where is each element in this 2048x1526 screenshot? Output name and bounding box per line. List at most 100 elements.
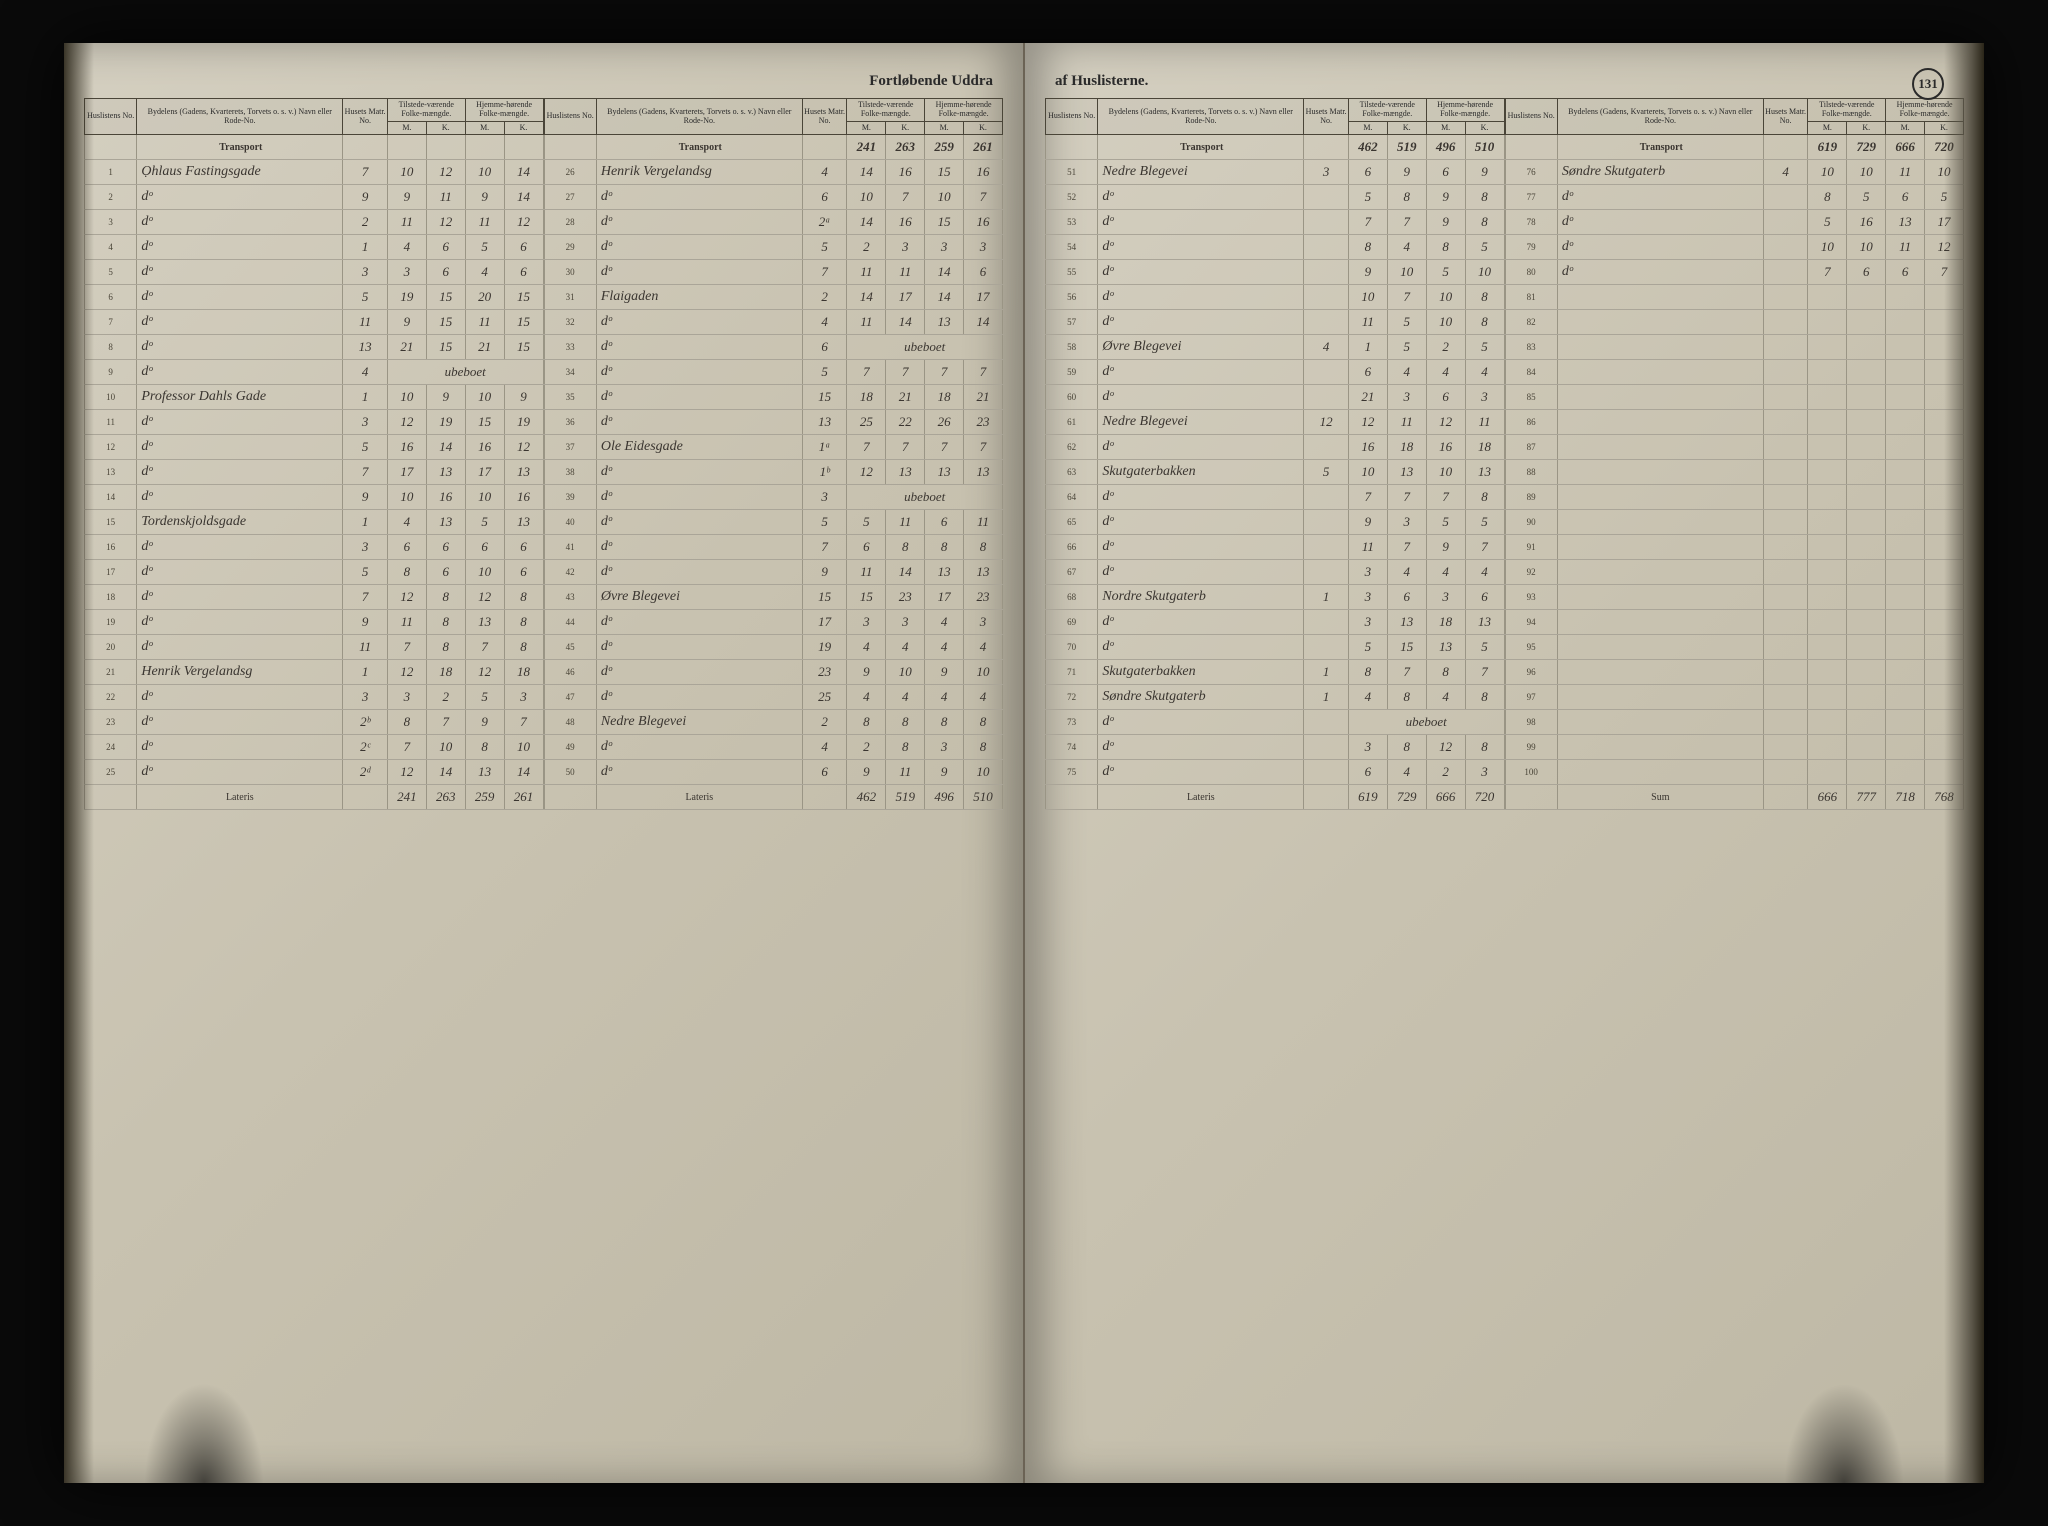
row-number: 86 [1505,410,1557,435]
tilstede-m: 8 [387,710,426,735]
tilstede-k: 6 [1387,585,1426,610]
table-row: 53 dᵒ 7 7 9 8 [1046,210,1505,235]
table-row: 83 [1505,335,1964,360]
tilstede-k: 11 [426,185,465,210]
table-row: 15 Tordenskjoldsgade 14 13 5 13 [85,510,544,535]
table-row: 91 [1505,535,1964,560]
tilstede-k: 10 [886,660,925,685]
tilstede-m [1808,585,1847,610]
table-row: 44 dᵒ 173 3 4 3 [544,610,1003,635]
table-row: 60 dᵒ 21 3 6 3 [1046,385,1505,410]
table-row: 13 dᵒ 717 13 17 13 [85,460,544,485]
table-row: 12 dᵒ 516 14 16 12 [85,435,544,460]
street-name: dᵒ [137,360,343,385]
row-number: 82 [1505,310,1557,335]
matr-no: 1 [343,660,388,685]
hjemme-m: 10 [465,560,504,585]
matr-no [1763,235,1808,260]
table-row: 72 Søndre Skutgaterb 14 8 4 8 [1046,685,1505,710]
street-name: dᵒ [1098,385,1304,410]
hjemme-m: 11 [465,310,504,335]
tilstede-m: 3 [387,260,426,285]
table-row: 39 dᵒ 3ubeboet [544,485,1003,510]
ledger-table: Huslistens No. Bydelens (Gadens, Kvarter… [84,98,544,810]
col-k: K. [1387,121,1426,135]
tilstede-k: 7 [1387,210,1426,235]
hjemme-k: 11 [964,510,1003,535]
street-name: Øvre Blegevei [1098,335,1304,360]
tilstede-k: 8 [886,710,925,735]
tilstede-m: 9 [1348,510,1387,535]
table-row: 52 dᵒ 5 8 9 8 [1046,185,1505,210]
street-name: dᵒ [596,760,802,785]
street-name: Ọhlaus Fastingsgade [137,160,343,185]
hjemme-m: 8 [465,735,504,760]
row-number: 30 [544,260,596,285]
row-number: 46 [544,660,596,685]
col-bydelens: Bydelens (Gadens, Kvarterets, Torvets o.… [1557,99,1763,135]
matr-no: 13 [802,410,847,435]
street-name [1557,410,1763,435]
matr-no [1304,485,1349,510]
hjemme-k: 4 [964,635,1003,660]
tilstede-m: 12 [387,585,426,610]
tilstede-m: 11 [847,560,886,585]
hjemme-m: 7 [465,635,504,660]
matr-no: 9 [802,560,847,585]
street-name: dᵒ [137,610,343,635]
street-name: dᵒ [137,635,343,660]
street-name: dᵒ [1098,235,1304,260]
matr-no: 5 [802,235,847,260]
tilstede-m: 8 [1348,660,1387,685]
row-number: 56 [1046,285,1098,310]
hjemme-m [1886,335,1925,360]
hjemme-m [1886,710,1925,735]
tilstede-m: 11 [387,210,426,235]
table-row: 93 [1505,585,1964,610]
matr-no: 7 [343,160,388,185]
row-number: 45 [544,635,596,660]
table-row: 90 [1505,510,1964,535]
tilstede-m: 9 [1348,260,1387,285]
street-name: dᵒ [137,210,343,235]
tilstede-k [1847,560,1886,585]
table-row: 40 dᵒ 55 11 6 11 [544,510,1003,535]
table-row: 21 Henrik Vergelandsg 112 18 12 18 [85,660,544,685]
tilstede-k: 23 [886,585,925,610]
hjemme-m: 10 [1426,285,1465,310]
tilstede-k [1847,285,1886,310]
tilstede-k: 7 [886,435,925,460]
row-number: 89 [1505,485,1557,510]
street-name: dᵒ [137,185,343,210]
row-number: 71 [1046,660,1098,685]
col-huslistens: Huslistens No. [1046,99,1098,135]
street-name [1557,585,1763,610]
tilstede-k: 15 [426,335,465,360]
tilstede-m: 2 [847,235,886,260]
tilstede-m: 9 [847,760,886,785]
hjemme-m: 15 [465,410,504,435]
tilstede-k: 7 [886,360,925,385]
row-number: 41 [544,535,596,560]
hjemme-k: 16 [964,160,1003,185]
ledger-table: Huslistens No. Bydelens (Gadens, Kvarter… [1505,98,1965,810]
street-name: dᵒ [1098,510,1304,535]
matr-no: 4 [343,360,388,385]
row-number: 49 [544,735,596,760]
hjemme-m: 6 [465,535,504,560]
row-number: 69 [1046,610,1098,635]
matr-no: 1 [1304,685,1349,710]
matr-no: 4 [1304,335,1349,360]
tilstede-k: 16 [886,160,925,185]
table-row: 14 dᵒ 910 16 10 16 [85,485,544,510]
tilstede-k: 6 [426,560,465,585]
matr-no [1304,435,1349,460]
tilstede-k [1847,335,1886,360]
hjemme-m: 5 [465,510,504,535]
table-row: 2 dᵒ 99 11 9 14 [85,185,544,210]
matr-no [1304,285,1349,310]
tilstede-k: 15 [1387,635,1426,660]
tilstede-k: 13 [426,510,465,535]
tilstede-k: 16 [886,210,925,235]
row-number: 60 [1046,385,1098,410]
